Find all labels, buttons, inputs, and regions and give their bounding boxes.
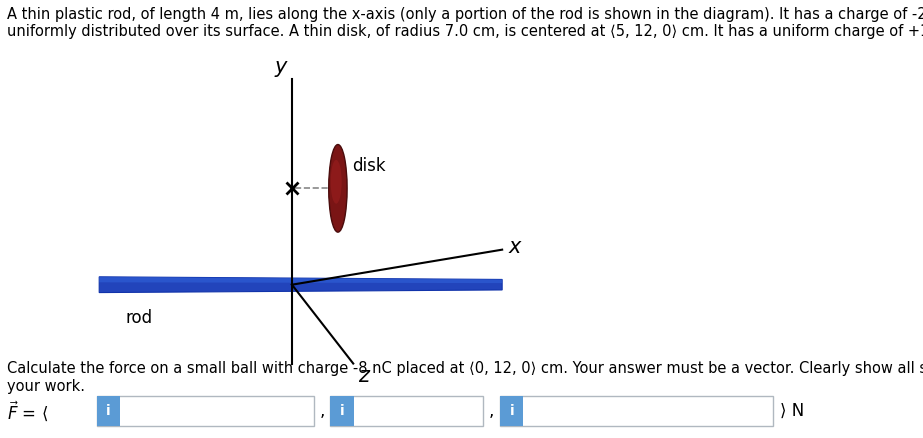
- Text: A thin plastic rod, of length 4 m, lies along the x-axis (only a portion of the : A thin plastic rod, of length 4 m, lies …: [7, 7, 923, 21]
- Text: Calculate the force on a small ball with charge -8 nC placed at ⟨0, 12, 0⟩ cm. Y: Calculate the force on a small ball with…: [7, 361, 923, 376]
- Text: disk: disk: [352, 157, 386, 176]
- Text: z: z: [357, 366, 368, 386]
- Text: i: i: [106, 404, 111, 418]
- Ellipse shape: [329, 145, 347, 232]
- Text: i: i: [509, 404, 514, 418]
- Ellipse shape: [330, 160, 342, 204]
- Text: ,: ,: [319, 402, 325, 420]
- Polygon shape: [99, 277, 502, 283]
- Text: i: i: [340, 404, 344, 418]
- Text: y: y: [275, 57, 287, 77]
- Text: ,: ,: [488, 402, 494, 420]
- Polygon shape: [99, 277, 502, 293]
- Text: $\vec{F}$ = ⟨: $\vec{F}$ = ⟨: [7, 399, 49, 423]
- Text: uniformly distributed over its surface. A thin disk, of radius 7.0 cm, is center: uniformly distributed over its surface. …: [7, 24, 923, 39]
- Text: your work.: your work.: [7, 379, 86, 394]
- Text: rod: rod: [126, 309, 152, 327]
- Text: x: x: [509, 237, 521, 258]
- Text: ⟩ N: ⟩ N: [780, 402, 804, 420]
